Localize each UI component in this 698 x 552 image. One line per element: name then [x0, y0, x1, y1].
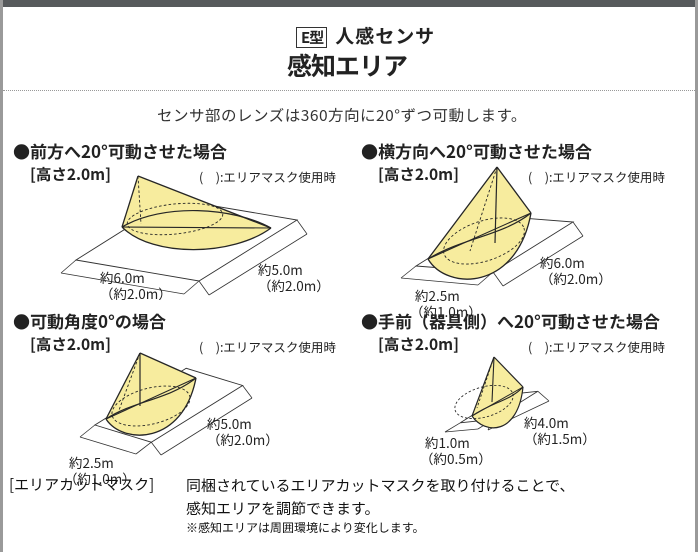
- svg-text:（約2.0m）: （約2.0m）: [258, 275, 330, 295]
- svg-text:（約2.0m）: （約2.0m）: [100, 283, 172, 300]
- svg-text:（約0.5m）: （約0.5m）: [420, 448, 492, 468]
- svg-text:（約2.0m）: （約2.0m）: [540, 268, 612, 288]
- svg-text:（約2.0m）: （約2.0m）: [207, 429, 279, 449]
- svg-text:（約1.5m）: （約1.5m）: [524, 428, 596, 448]
